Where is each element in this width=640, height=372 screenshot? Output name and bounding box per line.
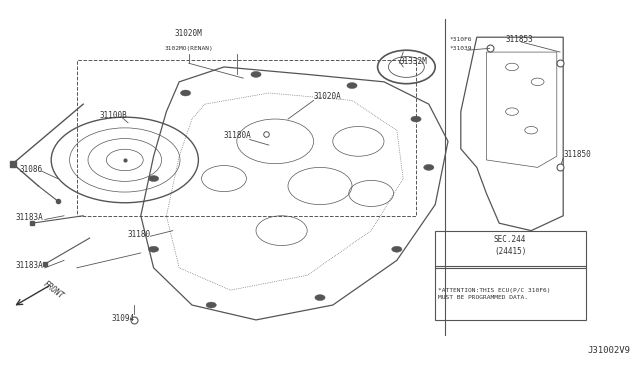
Circle shape bbox=[392, 246, 402, 252]
Text: 31332M: 31332M bbox=[400, 57, 428, 66]
Circle shape bbox=[206, 302, 216, 308]
Text: 31183A: 31183A bbox=[16, 213, 44, 222]
Text: 31094: 31094 bbox=[112, 314, 135, 323]
Text: 3102MO(RENAN): 3102MO(RENAN) bbox=[164, 46, 213, 51]
Circle shape bbox=[411, 116, 421, 122]
Circle shape bbox=[251, 71, 261, 77]
Circle shape bbox=[148, 176, 159, 182]
Text: 31180: 31180 bbox=[128, 230, 151, 239]
Circle shape bbox=[315, 295, 325, 301]
Text: *ATTENTION:THIS ECU(P/C 310F6)
MUST BE PROGRAMMED DATA.: *ATTENTION:THIS ECU(P/C 310F6) MUST BE P… bbox=[438, 288, 551, 300]
Text: FRONT: FRONT bbox=[42, 279, 65, 301]
Bar bbox=[435, 231, 586, 268]
Text: 31086: 31086 bbox=[19, 165, 42, 174]
Bar bbox=[435, 266, 586, 320]
Text: *31039: *31039 bbox=[450, 46, 472, 51]
Circle shape bbox=[180, 90, 191, 96]
Circle shape bbox=[347, 83, 357, 89]
Text: SEC.244
(24415): SEC.244 (24415) bbox=[494, 235, 526, 256]
Text: 31100B: 31100B bbox=[99, 111, 127, 120]
Text: 31020A: 31020A bbox=[314, 92, 341, 101]
Text: 31183A: 31183A bbox=[16, 262, 44, 270]
Text: 311853: 311853 bbox=[506, 35, 533, 44]
Text: J31002V9: J31002V9 bbox=[588, 346, 630, 355]
Text: *310F6: *310F6 bbox=[450, 36, 472, 42]
Text: 311850: 311850 bbox=[563, 150, 591, 159]
Circle shape bbox=[424, 164, 434, 170]
Circle shape bbox=[148, 246, 159, 252]
Bar bbox=[77, 60, 416, 216]
Text: 31180A: 31180A bbox=[224, 131, 252, 140]
Text: 31020M: 31020M bbox=[175, 29, 203, 38]
